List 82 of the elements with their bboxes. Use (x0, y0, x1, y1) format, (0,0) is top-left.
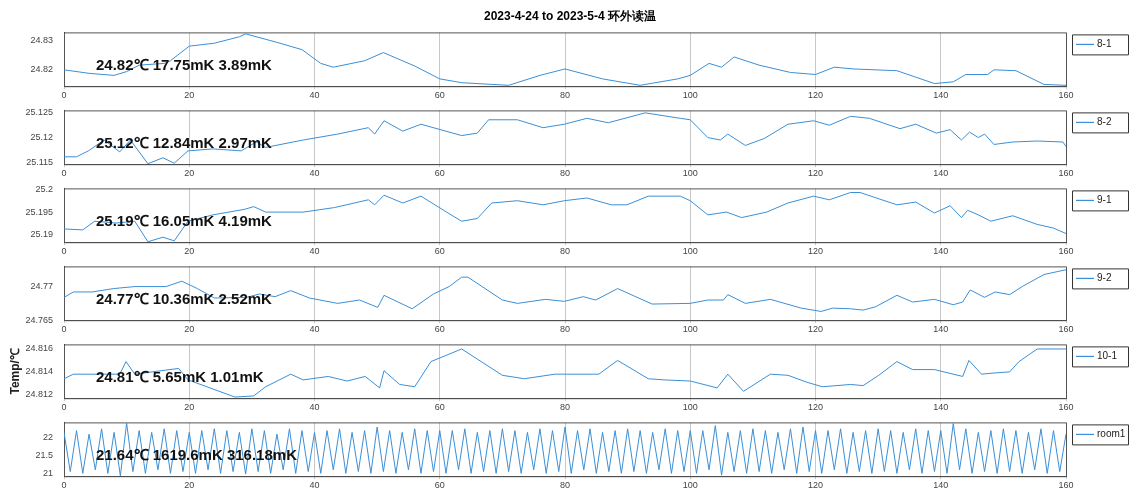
x-tick-label: 120 (807, 402, 824, 413)
x-tick-label: 160 (1058, 168, 1074, 179)
x-tick-label: 140 (933, 480, 949, 491)
y-tick-label: 25.19 (30, 229, 53, 240)
x-tick-label: 40 (309, 168, 320, 179)
x-tick-label: 120 (807, 90, 824, 101)
x-tick-label: 120 (807, 246, 824, 257)
x-tick-label: 160 (1058, 480, 1074, 491)
x-tick-label: 80 (559, 168, 571, 179)
x-tick-label: 0 (61, 168, 67, 179)
x-tick-label: 120 (807, 480, 824, 491)
chart-title: 2023-4-24 to 2023-5-4 环外读温 (482, 8, 658, 24)
x-tick-label: 40 (309, 90, 320, 101)
x-tick-label: 80 (559, 324, 571, 335)
x-tick-label: 160 (1058, 402, 1074, 413)
x-tick-label: 160 (1058, 246, 1074, 257)
y-tick-label: 24.82 (30, 64, 53, 75)
x-tick-label: 140 (933, 402, 949, 413)
legend-label: 10-1 (1097, 350, 1118, 362)
x-tick-label: 40 (309, 402, 320, 413)
x-tick-label: 60 (434, 402, 445, 413)
annotation: 24.82℃ 17.75mK 3.89mK (96, 55, 273, 73)
legend-label: 8-2 (1097, 116, 1112, 128)
x-tick-label: 100 (682, 324, 698, 335)
y-tick-label: 25.115 (26, 156, 53, 167)
x-tick-label: 20 (184, 402, 195, 413)
annotation: 25.12℃ 12.84mK 2.97mK (96, 133, 273, 151)
x-tick-label: 60 (434, 90, 445, 101)
x-tick-label: 40 (309, 324, 320, 335)
x-tick-label: 120 (807, 168, 824, 179)
y-tick-label: 25.195 (25, 206, 53, 217)
x-tick-label: 120 (807, 324, 824, 335)
x-tick-label: 140 (933, 324, 949, 335)
x-tick-label: 80 (559, 402, 571, 413)
x-tick-label: 100 (682, 480, 698, 491)
x-tick-label: 20 (184, 246, 195, 257)
y-tick-label: 24.765 (25, 314, 53, 325)
legend-label: 9-1 (1097, 194, 1112, 206)
x-tick-label: 80 (559, 480, 571, 491)
x-tick-label: 0 (61, 324, 67, 335)
x-tick-label: 20 (184, 480, 195, 491)
annotation: 25.19℃ 16.05mK 4.19mK (96, 211, 273, 229)
y-tick-label: 24.812 (25, 389, 53, 400)
x-tick-label: 60 (434, 324, 445, 335)
x-tick-label: 40 (309, 246, 320, 257)
x-tick-label: 20 (184, 324, 195, 335)
x-tick-label: 140 (933, 90, 949, 101)
y-tick-label: 25.125 (25, 107, 53, 118)
x-tick-label: 60 (434, 246, 445, 257)
y-tick-label: 25.2 (35, 183, 53, 194)
y-axis-title: Temp/℃ (7, 348, 22, 395)
x-tick-label: 100 (682, 90, 698, 101)
x-tick-label: 80 (559, 90, 571, 101)
y-tick-label: 21 (42, 467, 53, 478)
legend-label: 9-2 (1097, 272, 1112, 284)
x-tick-label: 60 (434, 480, 445, 491)
x-tick-label: 0 (61, 246, 67, 257)
x-tick-label: 40 (309, 480, 320, 491)
y-tick-label: 24.814 (25, 366, 53, 377)
x-tick-label: 140 (933, 246, 949, 257)
x-tick-label: 0 (61, 402, 67, 413)
legend-label: 8-1 (1097, 38, 1112, 50)
x-tick-label: 100 (682, 402, 698, 413)
x-tick-label: 100 (682, 168, 698, 179)
legend-label: room1 (1097, 428, 1126, 440)
annotation: 24.81℃ 5.65mK 1.01mK (96, 367, 264, 385)
y-tick-label: 24.816 (25, 343, 53, 354)
x-tick-label: 160 (1058, 90, 1074, 101)
y-tick-label: 21.5 (35, 450, 53, 461)
x-tick-label: 0 (61, 90, 67, 101)
x-tick-label: 0 (61, 480, 67, 491)
x-tick-label: 100 (682, 246, 698, 257)
y-tick-label: 24.83 (30, 35, 53, 46)
y-tick-label: 24.77 (30, 281, 53, 292)
x-tick-label: 60 (434, 168, 445, 179)
y-tick-label: 25.12 (30, 132, 53, 143)
x-tick-label: 140 (933, 168, 949, 179)
x-tick-label: 20 (184, 168, 195, 179)
x-tick-label: 160 (1058, 324, 1074, 335)
x-tick-label: 20 (184, 90, 195, 101)
y-tick-label: 22 (42, 432, 53, 443)
x-tick-label: 80 (559, 246, 571, 257)
